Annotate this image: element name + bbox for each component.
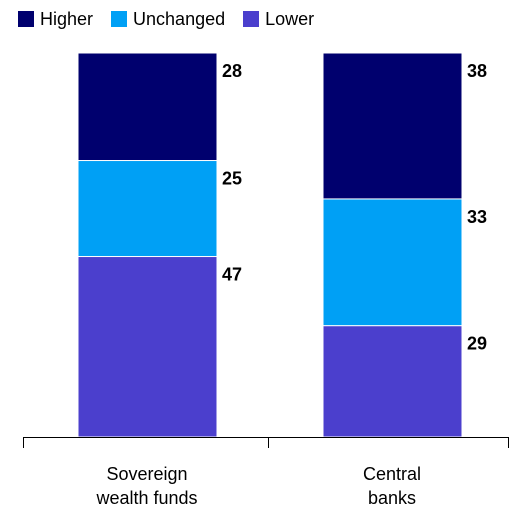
- legend-label-higher: Higher: [40, 9, 94, 29]
- data-label-higher: 38: [467, 61, 487, 81]
- legend-swatch-higher: [18, 11, 34, 27]
- bar-segment-lower: [77, 256, 218, 438]
- legend-item-higher: Higher: [18, 8, 93, 30]
- bar-segment-higher: [77, 52, 218, 162]
- legend: Higher Unchanged Lower: [18, 8, 314, 30]
- bar-segment-unchanged: [322, 198, 463, 327]
- data-label-unchanged: 25: [222, 169, 242, 189]
- category-label: Sovereign: [106, 464, 187, 484]
- category-label: wealth funds: [95, 488, 197, 508]
- bar-segment-unchanged: [77, 160, 218, 258]
- bar-segment-higher: [322, 52, 463, 200]
- legend-label-unchanged: Unchanged: [133, 9, 226, 29]
- bar-segment-lower: [322, 325, 463, 438]
- data-label-higher: 28: [222, 61, 242, 81]
- legend-swatch-lower: [243, 11, 260, 27]
- legend-item-unchanged: Unchanged: [111, 8, 225, 30]
- data-label-lower: 29: [467, 334, 487, 354]
- category-label: Central: [363, 464, 421, 484]
- legend-item-lower: Lower: [243, 8, 314, 30]
- data-label-unchanged: 33: [467, 207, 487, 227]
- legend-label-lower: Lower: [265, 9, 315, 29]
- data-label-lower: 47: [222, 265, 242, 285]
- legend-swatch-unchanged: [111, 11, 128, 27]
- category-label: banks: [368, 488, 416, 508]
